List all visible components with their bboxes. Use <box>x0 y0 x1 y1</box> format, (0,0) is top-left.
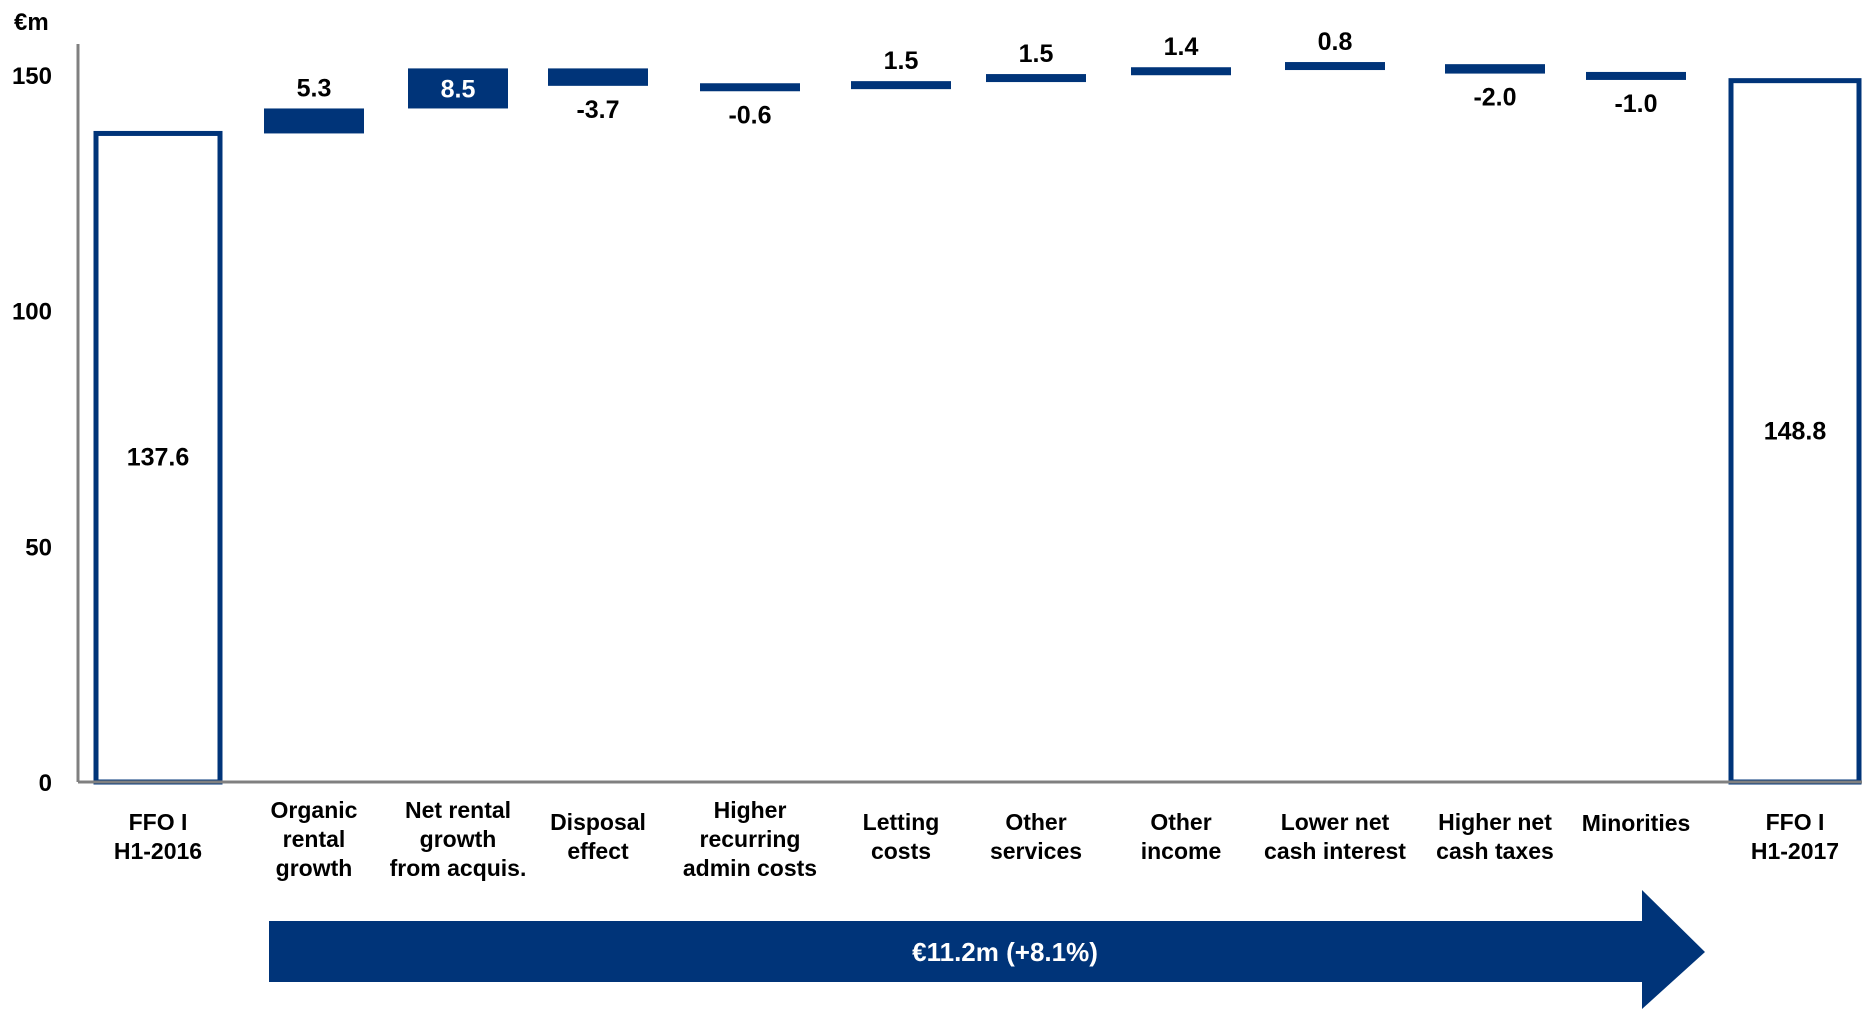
category-label: FFO I <box>129 809 188 835</box>
change-annotation: €11.2m (+8.1%) <box>912 937 1098 967</box>
category-label: Other <box>1150 809 1211 835</box>
category-label: recurring <box>700 826 801 852</box>
change-banner: €11.2m (+8.1%) <box>269 890 1705 1009</box>
category-label: H1-2016 <box>114 838 202 864</box>
category-label: Lower net <box>1281 809 1390 835</box>
category-label: services <box>990 838 1082 864</box>
y-tick-label: 50 <box>25 534 52 561</box>
category-label: cash taxes <box>1436 838 1554 864</box>
bar-value-label: 148.8 <box>1764 417 1827 445</box>
category-label: H1-2017 <box>1751 838 1839 864</box>
category-label: from acquis. <box>390 855 527 881</box>
y-tick-label: 0 <box>39 770 52 797</box>
category-label: costs <box>871 838 931 864</box>
bar-value-label: 8.5 <box>441 75 476 103</box>
bar-value-label: -1.0 <box>1614 90 1657 118</box>
y-tick-label: 100 <box>12 299 52 326</box>
category-label: Other <box>1005 809 1066 835</box>
category-label: Letting <box>863 809 940 835</box>
category-label: growth <box>276 855 353 881</box>
delta-bar <box>1131 67 1231 76</box>
bar-value-label: 1.4 <box>1164 33 1199 61</box>
category-label: admin costs <box>683 855 817 881</box>
bar-value-label: -2.0 <box>1473 84 1516 112</box>
y-tick-label: 150 <box>12 63 52 90</box>
unit-label: €m <box>14 9 49 36</box>
bar-value-label: 0.8 <box>1318 28 1353 56</box>
delta-bar <box>1445 64 1545 74</box>
bars: 137.6 5.3 8.5 -3.7 -0.6 1.5 1.5 1.4 0.8 -2.0 -1.0 1… <box>93 28 1862 785</box>
change-arrow <box>269 890 1705 1009</box>
bar-value-label: 1.5 <box>884 47 919 75</box>
category-label: Minorities <box>1582 810 1691 836</box>
bar-value-label: -3.7 <box>576 96 619 124</box>
bar-value-label: 137.6 <box>127 444 190 472</box>
category-label: effect <box>567 838 629 864</box>
category-label: Higher <box>714 797 787 823</box>
category-label: rental <box>283 826 346 852</box>
category-label: Organic <box>271 797 358 823</box>
category-label: Disposal <box>550 809 646 835</box>
delta-bar <box>700 83 800 92</box>
category-labels: FFO I H1-2016 Organic rental growth Net renta… <box>114 797 1839 881</box>
category-label: cash interest <box>1264 838 1406 864</box>
bar-value-label: -0.6 <box>728 101 771 129</box>
category-label: Net rental <box>405 797 511 823</box>
category-label: income <box>1141 838 1222 864</box>
category-label: Higher net <box>1438 809 1552 835</box>
delta-bar <box>1285 62 1385 71</box>
delta-bar <box>851 81 951 90</box>
bar-value-label: 5.3 <box>297 74 332 102</box>
delta-bar <box>1586 71 1686 80</box>
delta-bar <box>548 68 648 86</box>
delta-bar <box>264 108 364 134</box>
delta-bar <box>986 74 1086 83</box>
bar-value-label: 1.5 <box>1019 40 1054 68</box>
delta-bar <box>408 68 508 109</box>
y-axis: 0 50 100 150 <box>12 44 80 797</box>
category-label: growth <box>420 826 497 852</box>
category-label: FFO I <box>1766 809 1825 835</box>
